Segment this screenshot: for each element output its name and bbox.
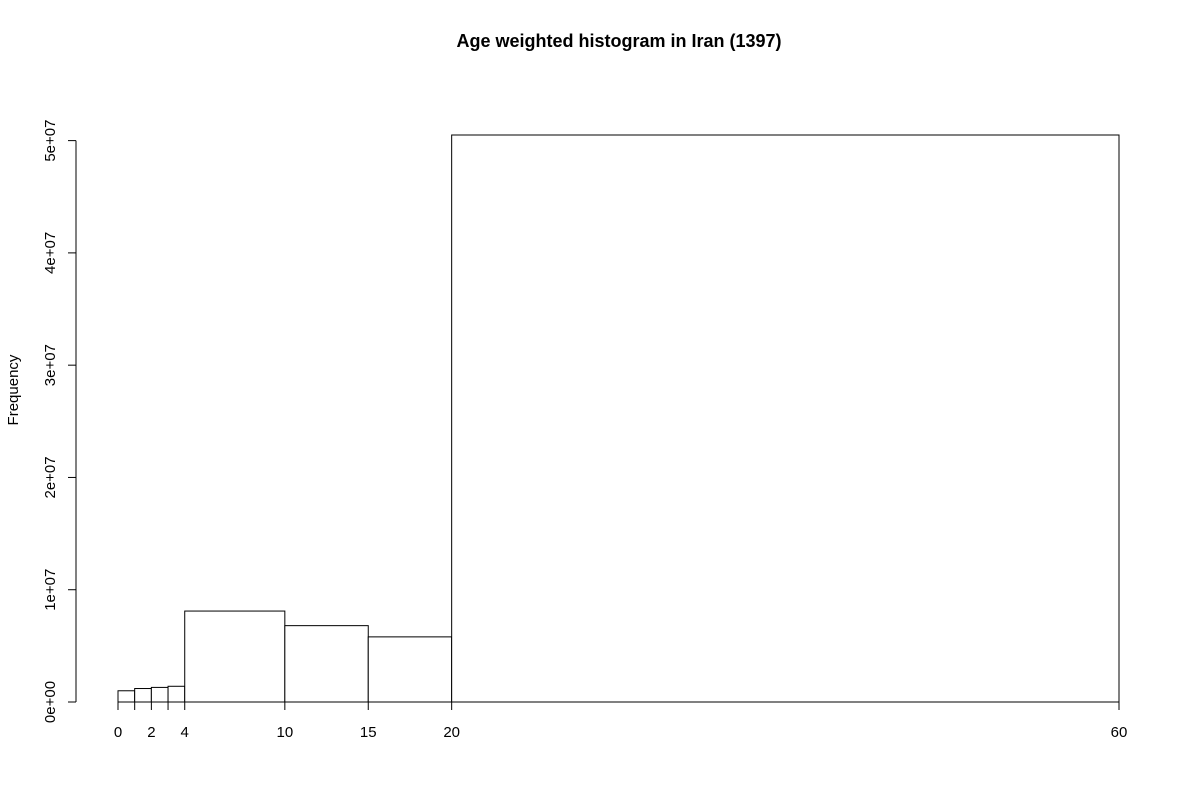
- y-tick-label: 3e+07: [42, 344, 59, 386]
- x-axis: 0 2 4 10 15 20 60: [114, 701, 1128, 741]
- histogram-bar-5: [284, 625, 369, 703]
- x-tick-label: 20: [443, 724, 460, 741]
- bars-group: [117, 134, 1120, 703]
- x-tick-label: 60: [1111, 724, 1128, 741]
- x-tick-label: 15: [360, 724, 377, 741]
- histogram-bar-7: [451, 134, 1120, 703]
- chart-title: Age weighted histogram in Iran (1397): [456, 31, 781, 51]
- histogram-bar-3: [167, 685, 186, 703]
- y-tick-label: 0e+00: [42, 681, 59, 723]
- histogram-bar-6: [367, 636, 453, 703]
- y-tick-label: 2e+07: [42, 456, 59, 498]
- y-axis: 0e+00 1e+07 2e+07 3e+07 4e+07 5e+07: [42, 120, 77, 723]
- x-tick-label: 2: [147, 724, 155, 741]
- histogram-bar-1: [134, 688, 152, 703]
- x-tick-label: 10: [276, 724, 293, 741]
- x-tick-label: 0: [114, 724, 122, 741]
- y-tick-label: 1e+07: [42, 569, 59, 611]
- y-tick-label: 5e+07: [42, 120, 59, 162]
- x-tick-label: 4: [181, 724, 189, 741]
- histogram-bar-2: [150, 686, 169, 703]
- y-axis-label: Frequency: [5, 354, 22, 425]
- y-tick-label: 4e+07: [42, 232, 59, 274]
- histogram-bar-4: [184, 610, 286, 703]
- histogram-bar-0: [117, 690, 136, 703]
